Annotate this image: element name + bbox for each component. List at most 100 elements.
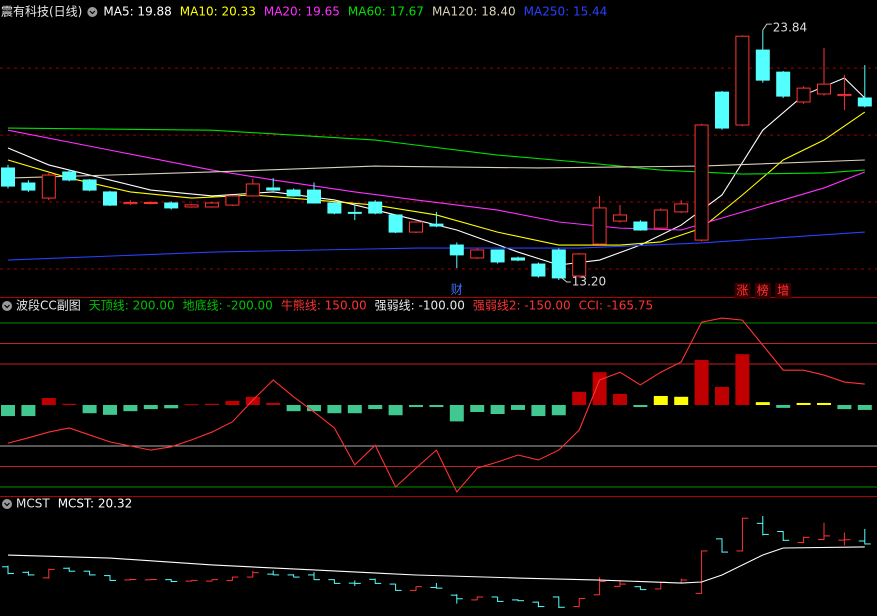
event-marker[interactable]: 增 [777, 284, 789, 298]
panel-menu-icon[interactable] [87, 7, 98, 17]
candle-body [653, 209, 668, 229]
candle-body [307, 189, 321, 204]
candle-body [82, 179, 97, 191]
candle-body [205, 202, 219, 208]
event-marker[interactable]: 财 [451, 283, 463, 297]
legend-item: 强弱线: -100.00 [375, 299, 465, 313]
candle-body [368, 201, 383, 214]
candle-body [694, 124, 709, 241]
bar [245, 396, 260, 406]
candle-body [62, 171, 77, 181]
candle-body [143, 202, 158, 205]
candle-body [633, 221, 648, 231]
candle-body [449, 244, 464, 256]
bar [470, 405, 485, 412]
marker-box [775, 283, 792, 299]
bar [205, 403, 219, 406]
bar [572, 391, 587, 406]
bar [286, 405, 301, 412]
annotation-pointer [762, 23, 772, 31]
candle-body [41, 174, 56, 199]
bar [755, 402, 770, 406]
bar [327, 405, 342, 414]
legend-item: 牛熊线: 150.00 [281, 298, 367, 313]
bar [225, 400, 240, 406]
bar [409, 405, 423, 408]
bar [368, 405, 383, 410]
candle-body [735, 35, 750, 126]
legend-item: MCST [16, 497, 50, 511]
candle-body [184, 204, 199, 208]
candle-body [123, 202, 138, 205]
candle-body [674, 203, 689, 213]
bar [490, 405, 505, 415]
bar [653, 395, 668, 406]
candle-body [490, 249, 505, 263]
panel-menu-chevron [4, 304, 10, 309]
bar [694, 359, 709, 406]
series-line [7, 231, 865, 261]
bar [21, 405, 36, 417]
legend-item: 波段CC副图 [16, 298, 81, 313]
bar [143, 405, 158, 410]
candle-body [327, 202, 342, 214]
high-label: 23.84 [773, 21, 807, 35]
candle-body [531, 263, 546, 277]
bar [715, 386, 729, 406]
legend-item: MA250: 15.44 [524, 5, 608, 19]
candle-body [409, 221, 423, 233]
bar [184, 404, 199, 406]
legend-item: 地底线: -200.00 [183, 298, 273, 313]
bar [735, 354, 750, 406]
candle-body [245, 183, 260, 197]
annotation-pointer [560, 276, 571, 283]
marker-box [734, 283, 751, 299]
candle-body [613, 214, 627, 222]
legend-item: 强弱线2: -150.00 [473, 299, 571, 313]
candle-body [511, 257, 525, 261]
bar [266, 402, 281, 406]
legend-item: MA20: 19.65 [264, 5, 340, 19]
bar [674, 396, 689, 406]
bar [82, 405, 97, 414]
bar [123, 405, 138, 412]
candle-body [796, 87, 811, 103]
candle-body [592, 207, 607, 245]
event-marker[interactable]: 榜 [757, 283, 769, 298]
candle-body [103, 191, 117, 206]
panel-menu-icon[interactable] [2, 301, 12, 311]
bar [633, 405, 648, 408]
event-marker[interactable]: 涨 [736, 283, 748, 298]
bar [388, 405, 403, 416]
bar [592, 372, 607, 406]
candle-body [857, 97, 872, 107]
panel-menu-icon[interactable] [2, 499, 12, 509]
candle-body [837, 93, 852, 97]
bar [307, 405, 321, 412]
legend-item: MA5: 19.88 [103, 5, 171, 19]
candle-body [21, 182, 36, 191]
bar [41, 398, 56, 406]
candle-body [286, 189, 301, 197]
candle-body [551, 249, 566, 279]
series-line [7, 159, 865, 179]
marker-box [754, 283, 771, 299]
bar [164, 405, 179, 409]
bar [613, 393, 627, 406]
series-line [7, 111, 866, 246]
candle-body [755, 49, 770, 81]
bar [62, 403, 77, 406]
series-line [7, 317, 865, 493]
bar [817, 402, 831, 406]
bar [796, 402, 811, 406]
legend-item: 震有科技(日线) [1, 5, 82, 19]
bar [347, 405, 362, 414]
candle-body [1, 167, 15, 187]
series-line [7, 546, 865, 584]
series-line [7, 77, 866, 266]
legend-item: 天顶线: 200.00 [89, 299, 175, 313]
candle-body [388, 214, 403, 233]
